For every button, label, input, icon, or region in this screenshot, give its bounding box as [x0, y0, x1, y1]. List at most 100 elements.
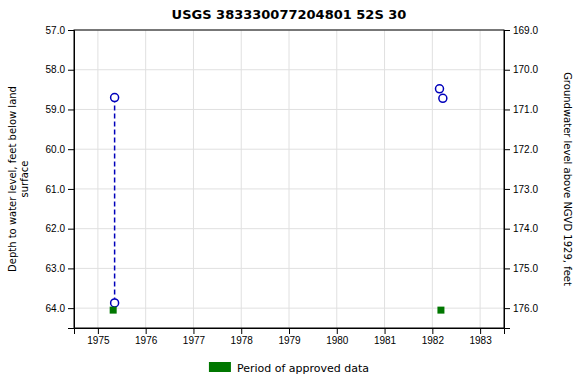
tick-label: 1982	[422, 335, 445, 346]
tick-mark	[289, 328, 290, 334]
tick-mark	[504, 308, 510, 309]
tick-mark	[480, 328, 481, 334]
tick: 176.0	[504, 303, 538, 314]
tick-label: 61.0	[46, 184, 66, 195]
series	[110, 307, 445, 314]
plot-frame	[74, 30, 504, 328]
tick: 175.0	[504, 263, 538, 274]
tick: 1982	[422, 328, 445, 346]
tick-mark	[68, 189, 74, 190]
y2-axis-label: Groundwater level above NGVD 1929, feet	[562, 72, 573, 286]
circle-marker	[111, 94, 119, 102]
tick-label: 1979	[278, 335, 301, 346]
tick-label: 1983	[469, 335, 492, 346]
tick-label: 63.0	[46, 263, 66, 274]
tick-mark	[68, 70, 74, 71]
legend-swatch	[209, 362, 231, 372]
tick-label: 62.0	[46, 223, 66, 234]
tick: 171.0	[504, 104, 538, 115]
tick-mark	[504, 268, 510, 269]
grid-line-y	[74, 228, 504, 229]
y-axis-label-line: surface	[19, 161, 30, 198]
tick-mark	[146, 328, 147, 334]
title: USGS 383330077204801 52S 30	[172, 7, 407, 22]
marks	[110, 85, 447, 314]
grid-line-x	[97, 30, 98, 328]
tick: 58.0	[46, 64, 74, 75]
tick-mark	[68, 308, 74, 309]
tick: 1977	[183, 328, 206, 346]
tick-label: 174.0	[513, 223, 538, 234]
line	[114, 98, 116, 303]
tick-mark	[337, 328, 338, 334]
legend-label: Period of approved data	[237, 362, 369, 375]
y-axis-label: Depth to water level, feet below landsur…	[7, 86, 30, 272]
tick-label: 173.0	[513, 184, 538, 195]
grid-line-y	[74, 69, 504, 70]
tick-mark	[98, 328, 99, 334]
tick: 62.0	[46, 223, 74, 234]
tick-label: 175.0	[513, 263, 538, 274]
grid-line-y	[74, 109, 504, 110]
tick-mark	[68, 109, 74, 110]
tick-mark	[432, 328, 433, 334]
tick-label: 1977	[183, 335, 206, 346]
tick: 60.0	[46, 144, 74, 155]
tick-label: 1975	[87, 335, 110, 346]
legend: Period of approved data	[209, 362, 369, 375]
y-axis-label-line: Depth to water level, feet below land	[7, 86, 18, 272]
grid-line-x	[336, 30, 337, 328]
grid-line-x	[289, 30, 290, 328]
tick: 173.0	[504, 184, 538, 195]
tick-label: 169.0	[513, 25, 538, 36]
tick-mark	[241, 328, 242, 334]
circle-marker	[111, 299, 119, 307]
tick: 1983	[469, 328, 492, 346]
tick-label: 59.0	[46, 104, 66, 115]
y-axis: 57.0 58.0 59.0 60.0 61.0 62.0 63.0 64.0	[46, 25, 75, 329]
legend-item: Period of approved data	[209, 362, 369, 375]
tick-label: 171.0	[513, 104, 538, 115]
series	[111, 85, 447, 307]
tick-mark	[504, 149, 510, 150]
tick-label: 176.0	[513, 303, 538, 314]
tick-label: 64.0	[46, 303, 66, 314]
grid-line-x	[480, 30, 481, 328]
tick: 172.0	[504, 144, 538, 155]
circle-marker	[439, 94, 447, 102]
tick-mark	[504, 229, 510, 230]
tick-label: 172.0	[513, 144, 538, 155]
tick: 170.0	[504, 64, 538, 75]
tick: 1979	[278, 328, 301, 346]
square-marker	[437, 307, 444, 314]
tick: 1978	[231, 328, 254, 346]
tick-mark	[68, 229, 74, 230]
grid-line-x	[241, 30, 242, 328]
tick-mark	[68, 149, 74, 150]
tick-label: 1980	[326, 335, 349, 346]
grid-line-x	[432, 30, 433, 328]
axis-line	[505, 31, 511, 329]
tick: 63.0	[46, 263, 74, 274]
tick: 1980	[326, 328, 349, 346]
tick-label: 57.0	[46, 25, 66, 36]
tick: 64.0	[46, 303, 74, 314]
tick: 61.0	[46, 184, 74, 195]
grid-line-y	[74, 268, 504, 269]
grid	[74, 30, 504, 328]
grid-line-x	[384, 30, 385, 328]
tick-label: 1981	[374, 335, 397, 346]
square-marker	[110, 307, 117, 314]
grid-line-y	[74, 149, 504, 150]
plot: 1975 1976 1977 1978 1979 1980 1981 1982 1983 57.0…	[46, 25, 539, 346]
tick-mark	[193, 328, 194, 334]
tick: 174.0	[504, 223, 538, 234]
chart: 1975 1976 1977 1978 1979 1980 1981 1982 1983 57.0…	[0, 0, 576, 384]
axis-line	[75, 329, 505, 335]
tick: 1976	[135, 328, 158, 346]
x-axis: 1975 1976 1977 1978 1979 1980 1981 1982 1983	[75, 328, 505, 346]
tick-mark	[68, 268, 74, 269]
circle-marker	[436, 85, 444, 93]
tick: 169.0	[504, 25, 538, 36]
tick-label: 1978	[231, 335, 254, 346]
